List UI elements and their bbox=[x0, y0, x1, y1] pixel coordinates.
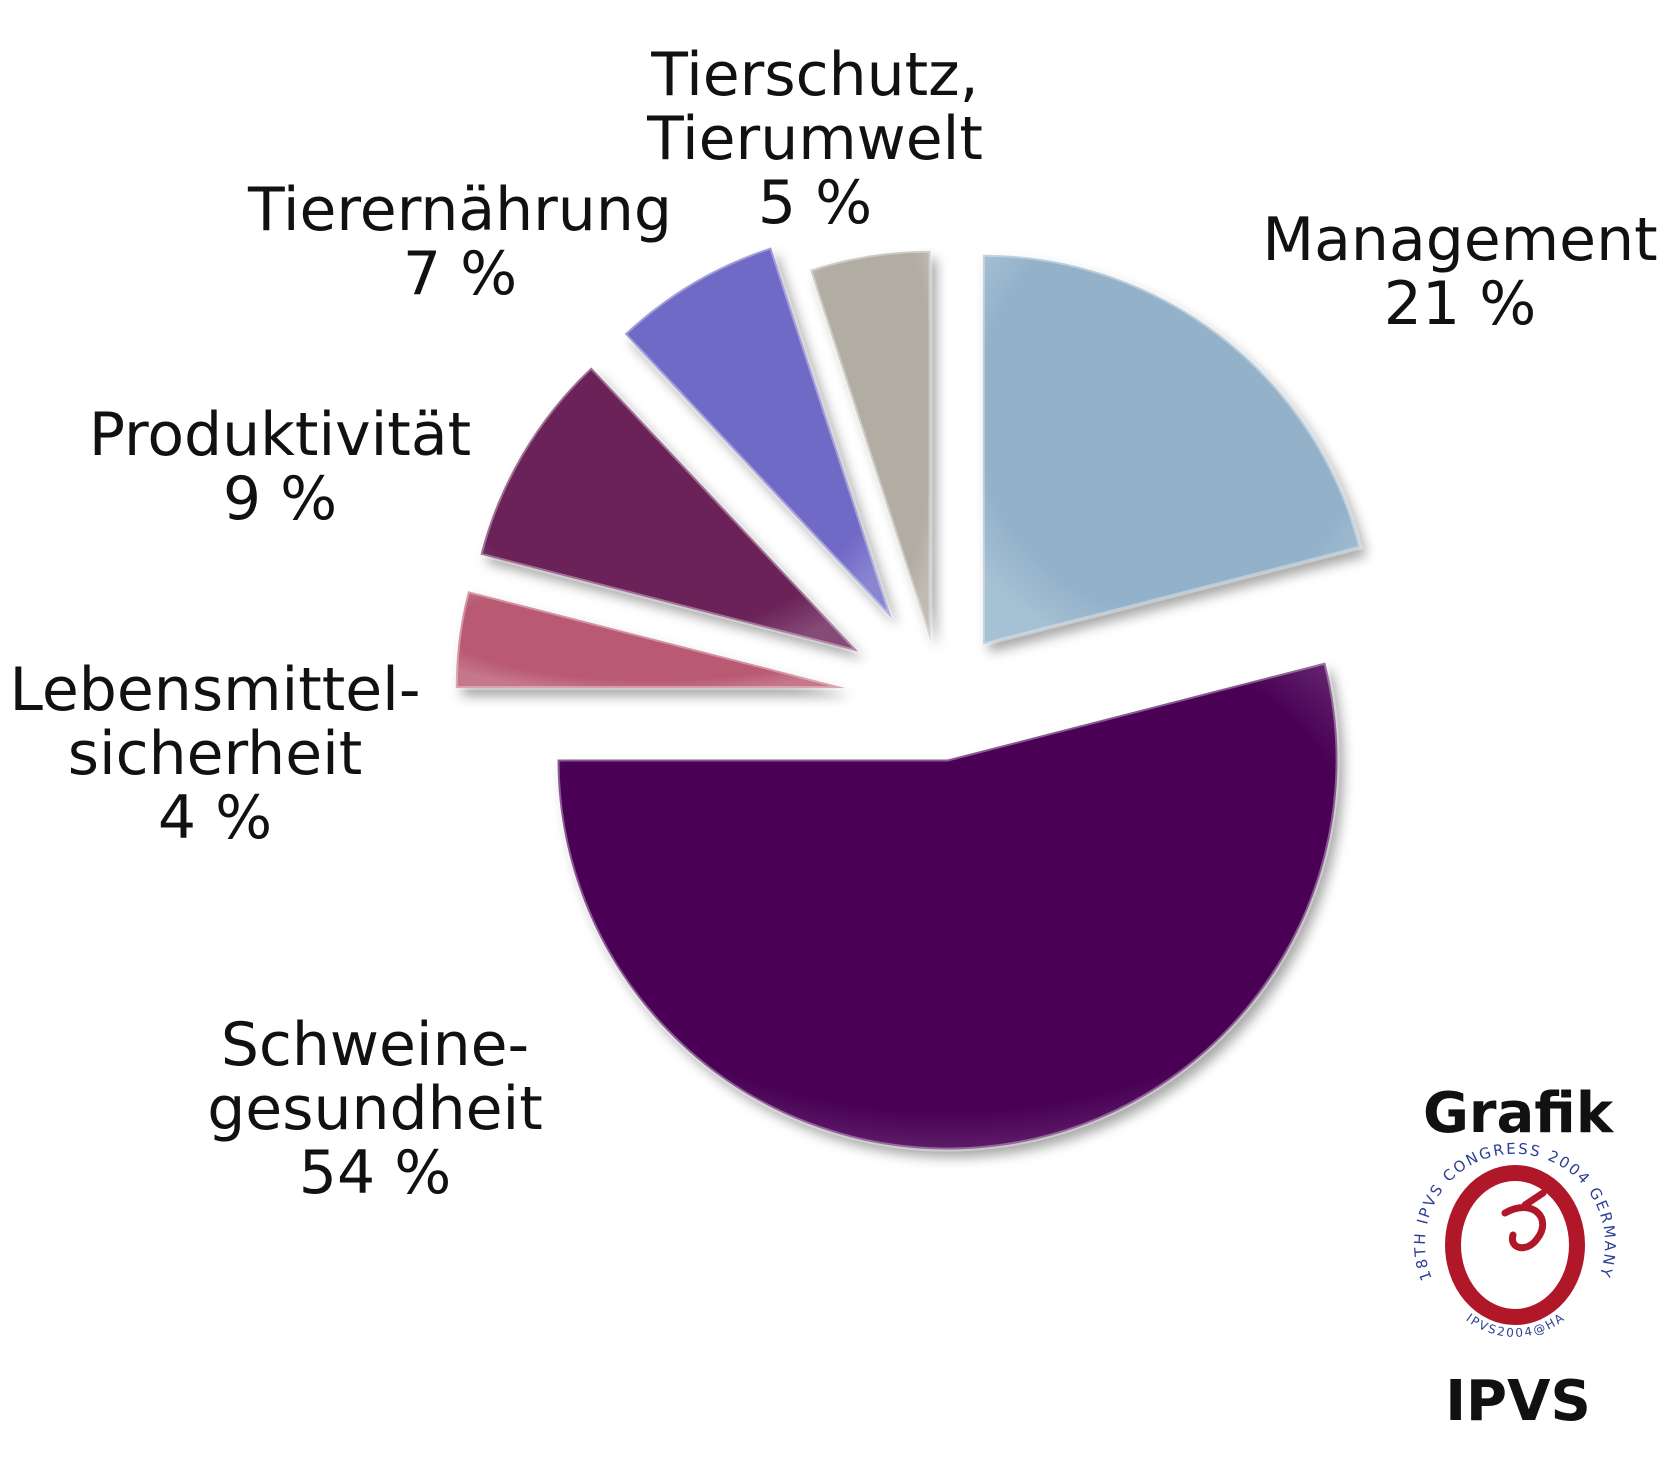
logo-pig-icon bbox=[1501, 1189, 1547, 1252]
pie-value-label: 7 % bbox=[403, 239, 517, 309]
pie-value-label: 21 % bbox=[1384, 269, 1536, 339]
pie-category-label: Tierumwelt bbox=[646, 104, 983, 174]
pie-slices bbox=[453, 244, 1364, 1152]
pie-category-label: gesundheit bbox=[207, 1074, 543, 1144]
pie-slice-highlight bbox=[478, 364, 865, 656]
ipvs-congress-logo: 18TH IPVS CONGRESS 2004 GERMANY IPVS2004… bbox=[1411, 1140, 1617, 1343]
pie-category-label: Schweine- bbox=[221, 1010, 529, 1080]
pie-value-label: 54 % bbox=[299, 1138, 451, 1208]
pie-value-label: 9 % bbox=[223, 464, 337, 534]
pie-value-label: 5 % bbox=[758, 168, 872, 238]
logo-ring-icon bbox=[1445, 1165, 1585, 1325]
pie-category-label: Tierschutz, bbox=[650, 40, 978, 110]
pie-slice-highlight bbox=[621, 244, 894, 620]
credit-block: Grafik 18TH IPVS CONGRESS 2004 GERMANY I… bbox=[1411, 1081, 1617, 1434]
pie-category-label: sicherheit bbox=[68, 719, 363, 789]
pie-slice-highlight bbox=[453, 588, 847, 691]
credit-bottom-label: IPVS bbox=[1445, 1369, 1591, 1434]
pie-slice-highlight bbox=[807, 248, 933, 642]
pie-slice-highlight bbox=[555, 660, 1340, 1152]
pie-value-label: 4 % bbox=[158, 783, 272, 853]
pie-category-label: Lebensmittel- bbox=[10, 655, 421, 725]
pie-category-label: Management bbox=[1262, 205, 1657, 275]
pie-slice-highlight bbox=[980, 252, 1364, 648]
pie-category-label: Tierernährung bbox=[247, 175, 672, 245]
pie-category-label: Produktivität bbox=[89, 400, 471, 470]
credit-top-label: Grafik bbox=[1423, 1081, 1615, 1146]
